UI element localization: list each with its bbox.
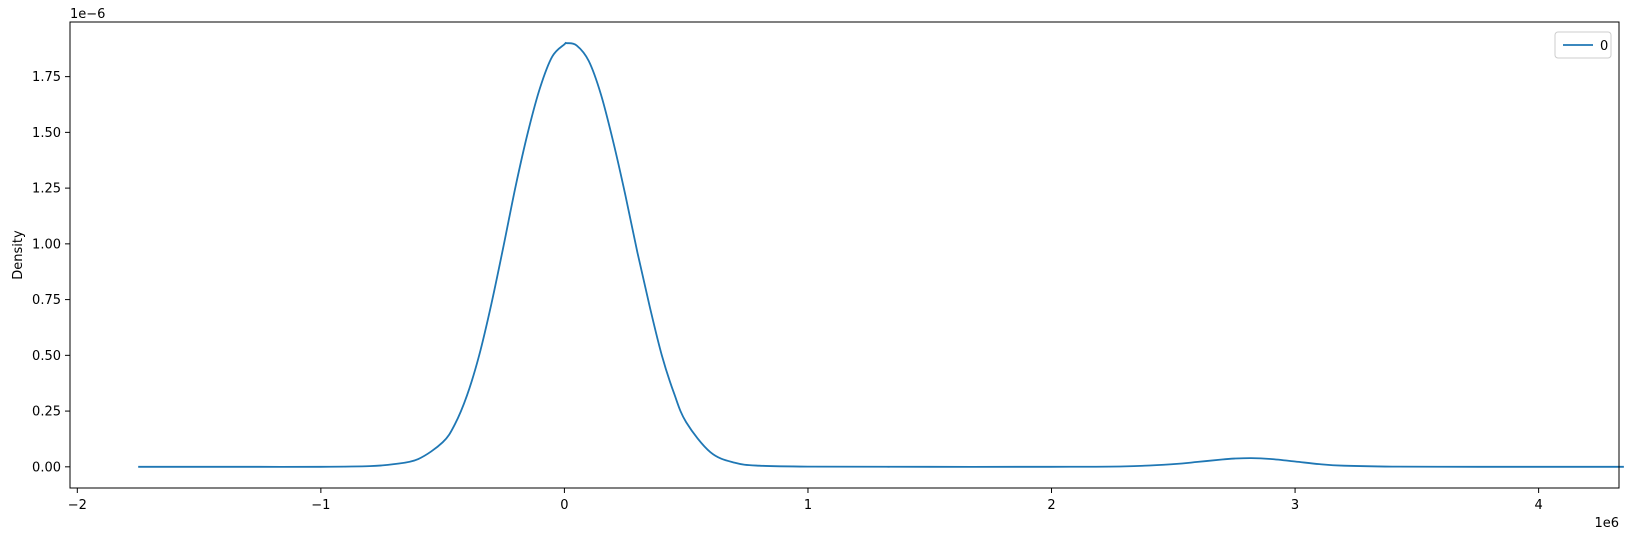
x-axis-ticks: −2 −1 0 1 2 3 4 xyxy=(68,488,1543,513)
x-tick-label: 4 xyxy=(1534,498,1542,513)
y-tick-label: 1.75 xyxy=(32,70,61,85)
x-tick-label: −2 xyxy=(68,498,87,513)
x-tick-label: 0 xyxy=(560,498,568,513)
plot-area xyxy=(70,22,1619,488)
plot-frame xyxy=(69,21,1620,489)
x-tick-label: 2 xyxy=(1047,498,1055,513)
y-tick-label: 0.00 xyxy=(32,460,61,475)
legend-label: 0 xyxy=(1600,39,1608,54)
x-tick-label: 3 xyxy=(1291,498,1299,513)
x-tick-label: 1 xyxy=(804,498,812,513)
density-line xyxy=(138,41,1624,468)
x-tick-label: −1 xyxy=(311,498,330,513)
y-tick-label: 1.00 xyxy=(32,237,61,252)
y-axis-ticks: 0.00 0.25 0.50 0.75 1.00 1.25 1.50 1.75 xyxy=(32,70,70,475)
y-tick-label: 1.25 xyxy=(32,182,61,197)
y-offset-label: 1e−6 xyxy=(70,7,105,22)
y-tick-label: 1.50 xyxy=(32,126,61,141)
x-offset-label: 1e6 xyxy=(1594,516,1619,531)
y-tick-label: 0.50 xyxy=(32,349,61,364)
y-tick-label: 0.25 xyxy=(32,405,61,420)
y-tick-label: 0.75 xyxy=(32,293,61,308)
y-axis-label: Density xyxy=(11,230,26,280)
legend: 0 xyxy=(1554,31,1612,59)
